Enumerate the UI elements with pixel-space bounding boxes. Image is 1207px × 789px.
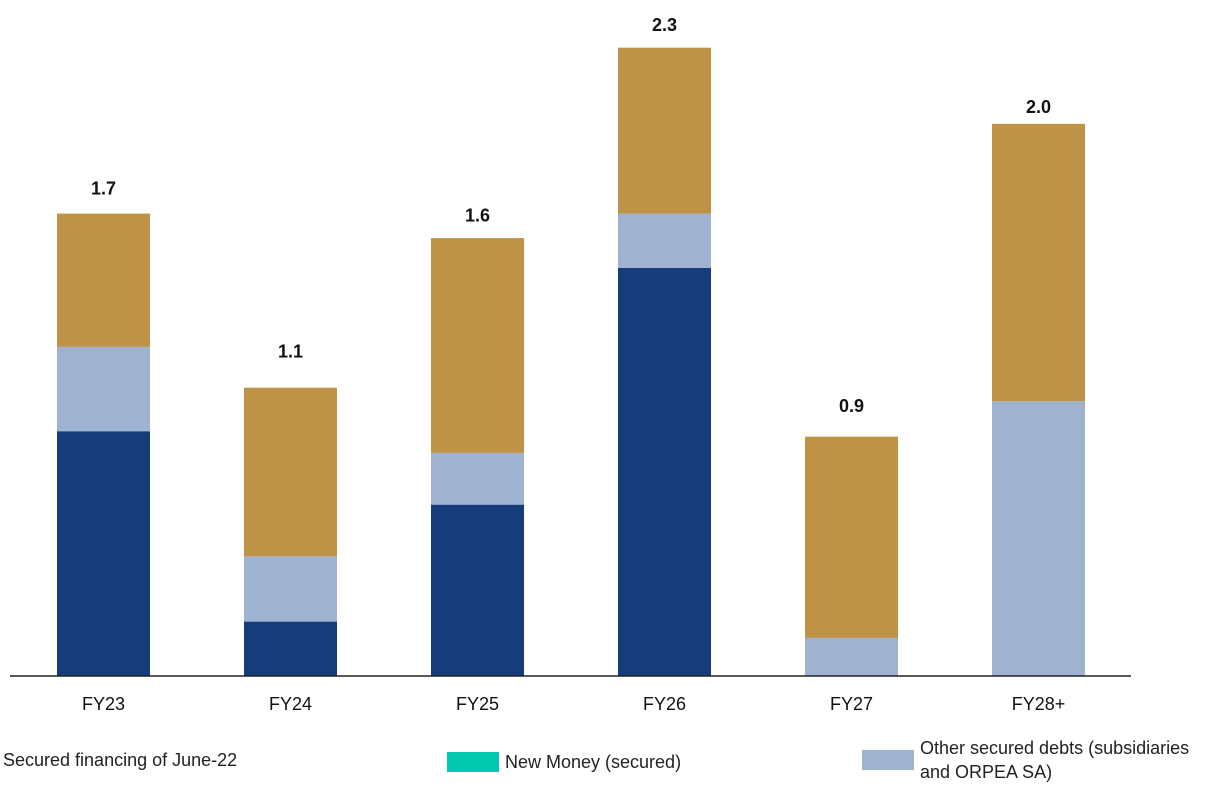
bar-segment <box>618 47 711 214</box>
bar-segment <box>244 387 337 557</box>
legend-label: New Money (secured) <box>505 752 682 772</box>
bar-segment <box>431 504 524 676</box>
legend-label: Secured financing of June-22 <box>3 750 238 770</box>
bar-segment <box>805 436 898 638</box>
bar-segment <box>431 238 524 453</box>
bar-segment <box>992 123 1085 402</box>
total-label: 2.3 <box>652 15 677 35</box>
legend-item: Secured financing of June-22 <box>0 748 237 772</box>
bar-segment <box>992 401 1085 676</box>
x-tick-label: FY25 <box>456 694 499 714</box>
total-label: 0.9 <box>839 396 864 416</box>
bar-segment <box>57 346 150 432</box>
bar-segment <box>57 431 150 676</box>
x-tick-label: FY23 <box>82 694 125 714</box>
total-label: 1.7 <box>91 178 116 198</box>
x-tick-label: FY27 <box>830 694 873 714</box>
total-label: 2.0 <box>1026 97 1051 117</box>
legend-item: New Money (secured) <box>447 750 681 774</box>
legend-label: Other secured debts (subsidiaries and OR… <box>920 738 1190 782</box>
bar-segment <box>431 452 524 505</box>
x-tick-label: FY28+ <box>1012 694 1066 714</box>
bar-segment <box>618 268 711 676</box>
legend-swatch <box>862 750 914 770</box>
bar-segment <box>618 213 711 268</box>
total-label: 1.1 <box>278 342 303 362</box>
legend-item: Other secured debts (subsidiaries and OR… <box>862 736 1207 784</box>
x-tick-label: FY24 <box>269 694 312 714</box>
bar-segment <box>57 213 150 347</box>
bar-segment <box>244 556 337 622</box>
total-label: 1.6 <box>465 206 490 226</box>
x-tick-label: FY26 <box>643 694 686 714</box>
legend-swatch <box>447 752 499 772</box>
bar-segment <box>244 621 337 676</box>
bar-segment <box>805 637 898 676</box>
